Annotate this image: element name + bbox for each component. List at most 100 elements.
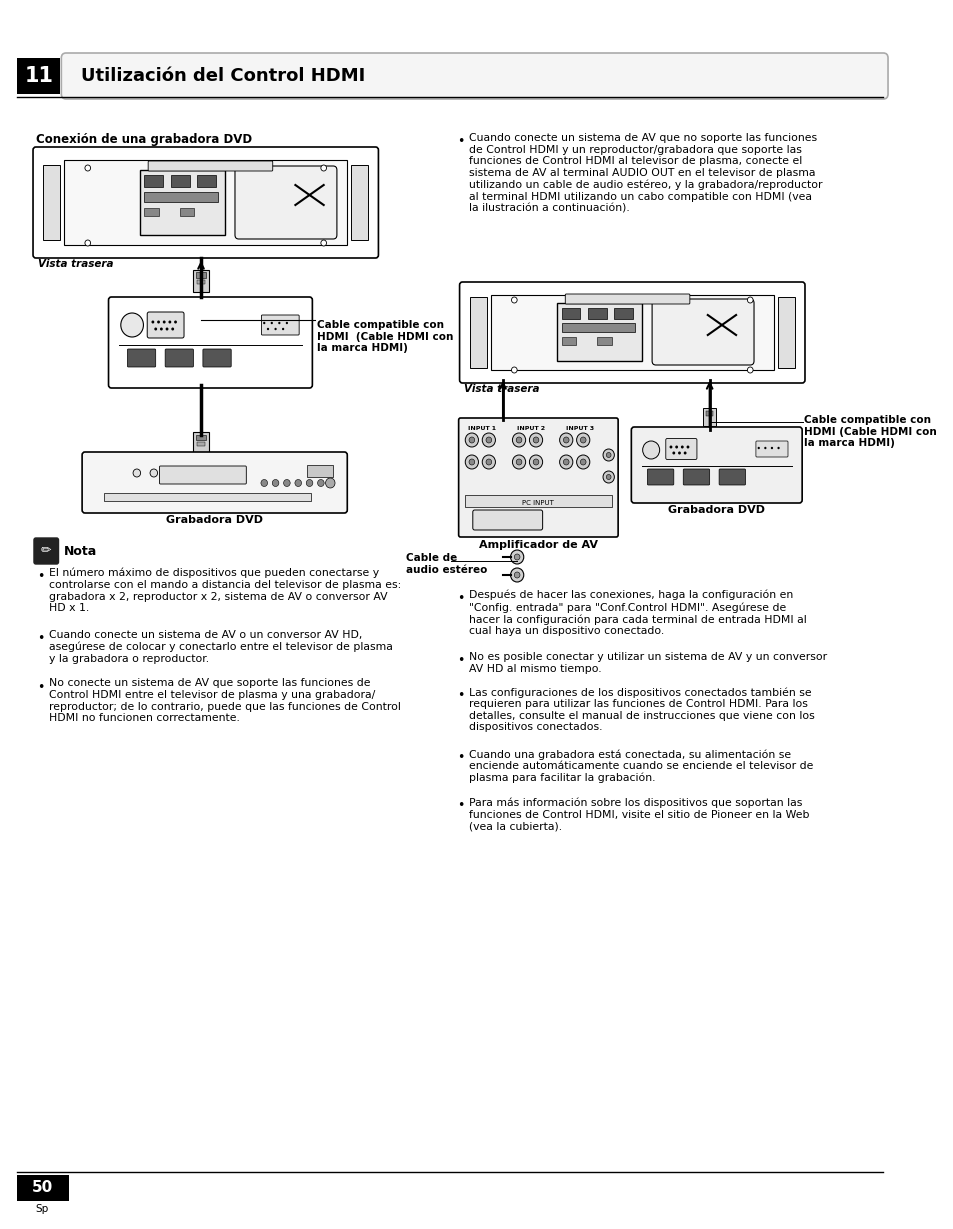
Text: Cuando una grabadora está conectada, su alimentación se
enciende automáticamente: Cuando una grabadora está conectada, su … <box>469 748 813 783</box>
Circle shape <box>563 438 568 442</box>
Text: Cable compatible con
HDMI (Cable HDMI con
la marca HDMI): Cable compatible con HDMI (Cable HDMI co… <box>803 415 936 449</box>
Text: Amplificador de AV: Amplificador de AV <box>478 540 598 551</box>
Bar <box>306 465 333 477</box>
Circle shape <box>278 322 280 324</box>
Circle shape <box>563 458 568 465</box>
Bar <box>139 170 224 235</box>
Text: Vista trasera: Vista trasera <box>464 383 539 395</box>
Circle shape <box>152 321 154 323</box>
Bar <box>193 433 209 454</box>
Circle shape <box>512 433 525 447</box>
Circle shape <box>683 451 686 455</box>
Circle shape <box>606 474 611 479</box>
Circle shape <box>465 455 478 469</box>
FancyBboxPatch shape <box>147 312 184 338</box>
Bar <box>17 1175 69 1201</box>
Text: Cuando conecte un sistema de AV que no soporte las funciones
de Control HDMI y u: Cuando conecte un sistema de AV que no s… <box>469 133 821 213</box>
Bar <box>490 295 773 370</box>
Text: Para más información sobre los dispositivos que soportan las
funciones de Contro: Para más información sobre los dispositi… <box>469 798 809 831</box>
Circle shape <box>485 438 491 442</box>
Text: •: • <box>456 135 464 147</box>
Bar <box>197 280 205 284</box>
Bar <box>705 410 713 415</box>
Circle shape <box>481 455 495 469</box>
Text: Cuando conecte un sistema de AV o un conversor AV HD,
asegúrese de colocar y con: Cuando conecte un sistema de AV o un con… <box>49 630 393 664</box>
FancyBboxPatch shape <box>82 452 347 512</box>
Text: Las configuraciones de los dispositivos conectados también se
requieren para uti: Las configuraciones de los dispositivos … <box>469 687 814 732</box>
Circle shape <box>469 438 475 442</box>
Bar <box>144 192 218 202</box>
Circle shape <box>157 321 160 323</box>
Text: Cable compatible con
HDMI  (Cable HDMI con
la marca HDMI): Cable compatible con HDMI (Cable HDMI co… <box>316 320 453 353</box>
Circle shape <box>261 479 267 487</box>
Circle shape <box>602 471 614 483</box>
Circle shape <box>85 240 91 246</box>
Circle shape <box>274 328 276 331</box>
FancyBboxPatch shape <box>234 166 336 238</box>
Bar <box>197 175 216 187</box>
FancyBboxPatch shape <box>665 439 697 460</box>
Bar <box>193 270 209 293</box>
Circle shape <box>770 447 772 450</box>
Circle shape <box>271 322 273 324</box>
Bar <box>702 408 716 426</box>
Circle shape <box>746 297 752 304</box>
Text: Nota: Nota <box>64 544 97 558</box>
Circle shape <box>642 441 659 458</box>
Circle shape <box>672 451 675 455</box>
Text: No es posible conectar y utilizar un sistema de AV y un conversor
AV HD al mismo: No es posible conectar y utilizar un sis… <box>469 653 826 673</box>
Text: Sp: Sp <box>36 1204 49 1214</box>
Circle shape <box>763 447 765 450</box>
FancyBboxPatch shape <box>458 418 618 537</box>
FancyBboxPatch shape <box>148 161 273 171</box>
Circle shape <box>576 433 589 447</box>
Circle shape <box>154 327 157 331</box>
FancyBboxPatch shape <box>631 426 801 503</box>
Bar <box>17 58 60 93</box>
Circle shape <box>174 321 176 323</box>
Circle shape <box>465 433 478 447</box>
Text: •: • <box>456 689 464 702</box>
Text: Cable de
audio estéreo: Cable de audio estéreo <box>405 553 487 575</box>
Text: Vista trasera: Vista trasera <box>38 259 113 269</box>
Circle shape <box>516 458 521 465</box>
Circle shape <box>602 449 614 461</box>
Bar <box>587 308 606 320</box>
Text: PC INPUT: PC INPUT <box>521 500 554 506</box>
Text: 50: 50 <box>31 1181 53 1196</box>
Text: INPUT 2: INPUT 2 <box>517 426 545 431</box>
Circle shape <box>132 469 140 477</box>
Circle shape <box>669 445 672 449</box>
Circle shape <box>510 568 523 583</box>
FancyBboxPatch shape <box>203 349 231 367</box>
Circle shape <box>579 438 585 442</box>
Circle shape <box>511 367 517 372</box>
FancyBboxPatch shape <box>459 281 804 383</box>
Circle shape <box>166 327 169 331</box>
Bar <box>144 175 163 187</box>
Circle shape <box>559 455 572 469</box>
Circle shape <box>325 478 335 488</box>
Circle shape <box>169 321 172 323</box>
FancyBboxPatch shape <box>165 349 193 367</box>
Text: INPUT 1: INPUT 1 <box>468 426 496 431</box>
Bar <box>470 297 486 367</box>
Circle shape <box>272 479 278 487</box>
Bar <box>557 304 641 361</box>
Bar <box>561 337 575 345</box>
FancyBboxPatch shape <box>159 466 246 484</box>
FancyBboxPatch shape <box>473 510 542 530</box>
Circle shape <box>678 451 680 455</box>
FancyBboxPatch shape <box>128 349 155 367</box>
Bar <box>64 160 347 245</box>
FancyBboxPatch shape <box>34 538 58 564</box>
Circle shape <box>777 447 779 450</box>
Circle shape <box>533 438 538 442</box>
Circle shape <box>606 452 611 457</box>
Circle shape <box>320 165 326 171</box>
Circle shape <box>746 367 752 372</box>
Bar <box>597 337 611 345</box>
Bar <box>197 442 205 446</box>
FancyBboxPatch shape <box>33 147 378 258</box>
Circle shape <box>121 313 143 337</box>
